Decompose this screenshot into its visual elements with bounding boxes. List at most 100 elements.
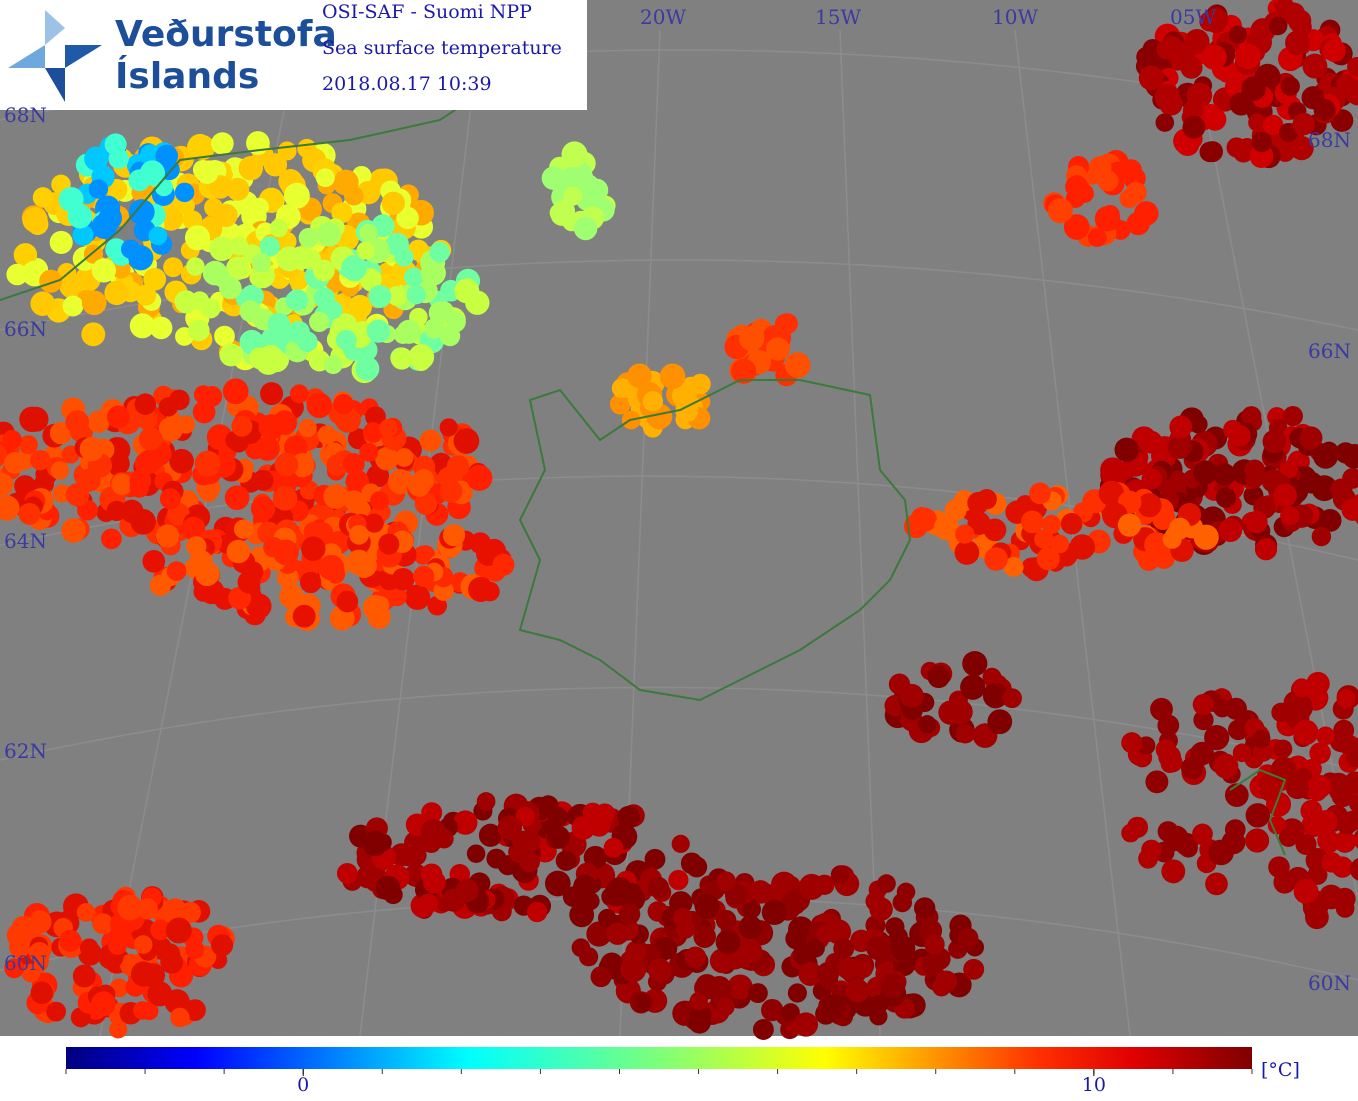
sst-dot bbox=[1121, 823, 1140, 843]
sst-dot bbox=[1217, 64, 1237, 83]
sst-dot bbox=[413, 565, 435, 587]
sst-dot bbox=[59, 929, 82, 952]
sst-dot bbox=[1215, 487, 1237, 508]
sst-dot bbox=[1262, 429, 1287, 454]
sst-dot bbox=[106, 500, 127, 522]
sst-dot bbox=[362, 830, 388, 857]
sst-dot bbox=[1274, 0, 1294, 16]
sst-dot bbox=[336, 590, 359, 613]
sst-dot bbox=[117, 894, 143, 921]
sst-dot bbox=[911, 506, 933, 528]
sst-dot bbox=[142, 549, 166, 573]
sst-dot bbox=[476, 792, 496, 811]
lon-label: 15W bbox=[815, 5, 861, 29]
lat-label: 60N bbox=[1308, 971, 1351, 995]
sst-dot bbox=[837, 957, 860, 980]
sst-dot bbox=[684, 946, 707, 969]
sst-dot bbox=[226, 177, 250, 201]
sst-dot bbox=[368, 285, 392, 308]
sst-dot bbox=[1121, 732, 1143, 754]
sst-dot bbox=[924, 933, 945, 955]
sst-dot bbox=[405, 844, 427, 866]
sst-dot bbox=[219, 343, 243, 367]
sst-dot bbox=[30, 291, 55, 316]
sst-dot bbox=[420, 818, 446, 845]
header-lines: OSI-SAF - Suomi NPP Sea surface temperatu… bbox=[322, 1, 562, 95]
sst-dot bbox=[28, 942, 51, 964]
sst-dot bbox=[1192, 693, 1214, 716]
sst-dot bbox=[61, 518, 86, 543]
sst-dot bbox=[442, 523, 466, 547]
sst-dot bbox=[1192, 826, 1212, 846]
sst-dot bbox=[365, 406, 386, 428]
colorbar-tick-label: 0 bbox=[297, 1074, 309, 1096]
sst-dot bbox=[418, 893, 439, 914]
sst-dot bbox=[1201, 141, 1224, 163]
sst-dot bbox=[1098, 480, 1125, 507]
sst-dot bbox=[766, 337, 790, 361]
sst-dot bbox=[212, 269, 231, 288]
sst-dot bbox=[62, 295, 84, 317]
sst-dot bbox=[1205, 872, 1228, 896]
sst-dot bbox=[787, 983, 807, 1003]
sst-dot bbox=[943, 703, 964, 723]
sst-dot bbox=[214, 325, 235, 347]
sst-dot bbox=[1245, 803, 1271, 828]
sst-dot bbox=[30, 981, 54, 1005]
sst-dot bbox=[348, 294, 372, 319]
sst-dot bbox=[65, 410, 90, 434]
sst-dot bbox=[120, 499, 144, 523]
sst-dot bbox=[333, 394, 354, 415]
sst-dot bbox=[81, 290, 107, 316]
sst-dot bbox=[170, 1007, 190, 1028]
sst-dot bbox=[1245, 510, 1268, 534]
sst-dot bbox=[128, 199, 155, 225]
logo-mark bbox=[8, 10, 102, 102]
sst-dot bbox=[345, 469, 370, 494]
sst-dot bbox=[935, 970, 958, 993]
faroe-coastline bbox=[1229, 768, 1287, 856]
lon-label: 20W bbox=[640, 5, 686, 29]
sst-dot bbox=[174, 290, 198, 314]
sst-dot bbox=[833, 938, 855, 960]
sst-dot bbox=[389, 843, 413, 867]
sst-dot bbox=[741, 899, 761, 919]
sst-dot bbox=[956, 927, 979, 950]
sst-dot bbox=[252, 469, 274, 491]
sst-dot bbox=[104, 280, 129, 306]
lat-label: 64N bbox=[4, 529, 47, 553]
sst-dot bbox=[109, 1020, 128, 1039]
sst-dot bbox=[854, 959, 873, 978]
sst-dot bbox=[1139, 430, 1163, 454]
sst-dot bbox=[1285, 30, 1310, 56]
sst-dot bbox=[1189, 415, 1208, 434]
sst-dot bbox=[289, 384, 309, 404]
sst-dot bbox=[391, 567, 415, 591]
sst-dot bbox=[793, 1012, 819, 1037]
sst-dot bbox=[344, 186, 364, 206]
sst-dot bbox=[13, 243, 38, 267]
sst-dot bbox=[323, 484, 349, 509]
sst-dot bbox=[32, 187, 54, 208]
sst-dot bbox=[1316, 726, 1335, 746]
sst-dot bbox=[364, 513, 384, 533]
sst-dot bbox=[1168, 517, 1191, 540]
sst-dot bbox=[46, 1001, 67, 1022]
sst-dot bbox=[1155, 113, 1175, 132]
sst-dot bbox=[1137, 493, 1162, 518]
sst-dot bbox=[21, 963, 41, 983]
sst-dot bbox=[784, 352, 811, 378]
sst-dot bbox=[342, 453, 365, 476]
sst-dot bbox=[555, 850, 577, 871]
sst-dot bbox=[324, 300, 343, 320]
sst-dot bbox=[1193, 460, 1218, 485]
sst-dot bbox=[214, 203, 238, 228]
sst-dot bbox=[1167, 434, 1192, 459]
sst-dot bbox=[335, 329, 357, 351]
sst-dot bbox=[798, 873, 825, 900]
sst-dot bbox=[890, 935, 916, 961]
colorbar-tick-label: 10 bbox=[1082, 1074, 1106, 1096]
sst-dot bbox=[1341, 498, 1358, 521]
sst-dot bbox=[1342, 468, 1358, 489]
sst-dot bbox=[292, 604, 316, 628]
